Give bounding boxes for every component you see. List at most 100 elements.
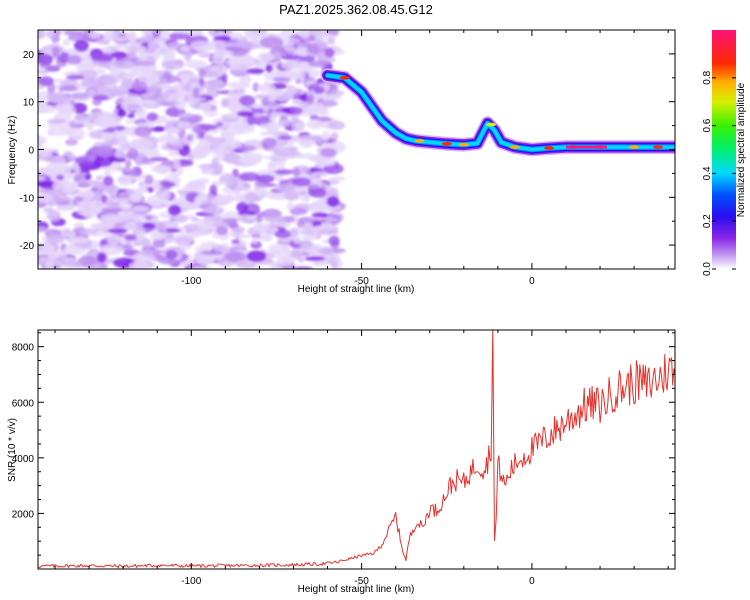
noise-blob [56, 174, 64, 181]
noise-blob [328, 235, 340, 247]
noise-blob [66, 74, 85, 80]
colorbar: 0.0 0.2 0.4 0.6 0.8 Normalized spectral ampl… [702, 30, 747, 276]
noise-blob [122, 73, 130, 79]
noise-blob [48, 244, 55, 257]
noise-blob [135, 231, 143, 243]
noise-blob [93, 155, 114, 167]
x-tick-label: 0 [529, 276, 535, 287]
noise-blob [308, 187, 327, 198]
noise-blob [73, 165, 81, 176]
noise-blob [38, 53, 54, 66]
noise-blob [198, 163, 220, 170]
noise-blob [286, 202, 295, 211]
noise-blob [144, 99, 158, 106]
y-tick-label: -20 [20, 241, 35, 252]
noise-blob [119, 208, 133, 220]
noise-blob [269, 113, 277, 123]
noise-blob [284, 190, 300, 201]
noise-blob [308, 201, 329, 214]
noise-blob [255, 214, 263, 223]
noise-blob [135, 254, 156, 262]
noise-blob [278, 158, 286, 167]
noise-blob [274, 229, 293, 239]
ridge-band [325, 73, 675, 152]
noise-blob [92, 94, 109, 101]
noise-blob [46, 233, 65, 244]
y-tick-label: 20 [23, 50, 35, 61]
noise-blob [209, 184, 218, 195]
noise-blob [121, 95, 139, 102]
noise-blob [196, 177, 210, 185]
noise-blob [285, 184, 292, 191]
noise-blob [45, 30, 56, 39]
noise-speckle [38, 30, 347, 269]
noise-blob [108, 187, 116, 196]
noise-blob [173, 198, 185, 204]
noise-blob [160, 144, 184, 151]
noise-blob [252, 82, 260, 92]
noise-blob [239, 95, 256, 107]
y-tick-label: 6000 [12, 398, 35, 409]
noise-blob [281, 60, 301, 70]
noise-blob [298, 61, 311, 71]
noise-blob [58, 85, 79, 92]
noise-blob [62, 39, 71, 46]
noise-blob [205, 70, 219, 78]
noise-blob [116, 167, 135, 172]
noise-blob [132, 139, 144, 144]
noise-blob [206, 137, 227, 144]
noise-blob [73, 222, 85, 228]
noise-blob [224, 251, 246, 262]
noise-blob [120, 101, 143, 111]
noise-blob [152, 238, 161, 249]
noise-blob [207, 100, 219, 105]
noise-blob [245, 192, 259, 202]
noise-blob [131, 205, 150, 213]
noise-blob [168, 32, 191, 40]
noise-blob [156, 96, 166, 102]
noise-blob [49, 95, 72, 104]
noise-blob [198, 68, 207, 78]
noise-blob [167, 204, 182, 216]
noise-blob [297, 135, 321, 140]
noise-blob [128, 260, 151, 269]
noise-blob [89, 222, 114, 230]
noise-blob [299, 239, 313, 249]
noise-blob [277, 254, 295, 266]
noise-blob [167, 126, 181, 135]
y-tick-label: 2000 [12, 509, 35, 520]
noise-blob [72, 115, 91, 125]
noise-blob [124, 234, 139, 241]
y-tick-label: 4000 [12, 454, 35, 465]
noise-blob [66, 236, 89, 244]
noise-blob [262, 106, 270, 112]
noise-blob [195, 246, 204, 253]
noise-blob [91, 263, 103, 269]
noise-blob [190, 40, 213, 51]
noise-blob [237, 180, 245, 187]
noise-blob [87, 153, 97, 162]
noise-blob [131, 81, 148, 92]
snr-y-label: SNR (10 * v/v) [7, 418, 18, 482]
noise-blob [309, 36, 316, 42]
noise-blob [231, 123, 242, 131]
spectrogram-x-label: Height of straight line (km) [298, 284, 415, 295]
noise-blob [306, 119, 323, 130]
noise-blob [55, 101, 73, 113]
noise-blob [172, 214, 188, 223]
noise-blob [236, 145, 257, 152]
noise-blob [75, 63, 88, 72]
noise-blob [289, 207, 308, 215]
noise-blob [226, 179, 236, 184]
noise-blob [270, 262, 278, 269]
noise-blob [292, 167, 301, 178]
noise-blob [189, 266, 214, 269]
noise-blob [296, 220, 305, 228]
ridge-peak [441, 142, 452, 146]
noise-blob [106, 88, 128, 96]
noise-blob [38, 175, 46, 181]
noise-blob [125, 159, 132, 168]
noise-blob [190, 148, 202, 157]
noise-blob [73, 39, 89, 52]
